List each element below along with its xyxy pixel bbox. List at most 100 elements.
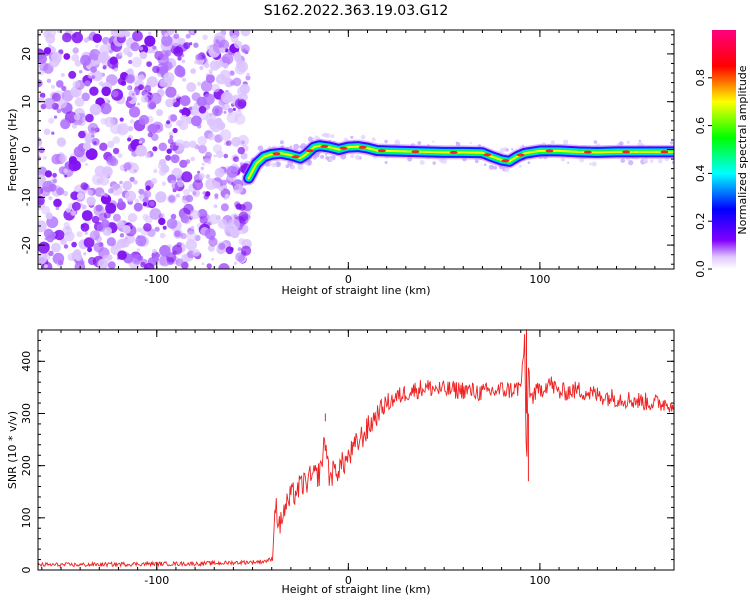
noise-blob [110, 30, 120, 37]
noise-blob [219, 129, 232, 141]
noise-blob [140, 95, 149, 103]
colorbar-tick-label: 0.4 [694, 165, 707, 183]
noise-blob [201, 262, 205, 266]
track-halo [350, 153, 355, 159]
noise-blob [240, 30, 251, 37]
noise-blob [106, 229, 112, 235]
noise-blob [65, 207, 71, 213]
colorbar-tick-label: 0.8 [694, 69, 707, 87]
noise-blob [38, 79, 43, 88]
noise-blob [38, 152, 41, 157]
noise-blob [208, 214, 220, 225]
spectrogram-ylabel: Frequency (Hz) [6, 109, 19, 192]
noise-blob [84, 162, 89, 167]
noise-blob [185, 239, 197, 251]
noise-blob [144, 215, 153, 224]
track-halo [650, 159, 654, 163]
track-halo [417, 141, 422, 145]
track-halo [384, 139, 388, 144]
noise-blob [58, 154, 68, 163]
noise-blob [126, 96, 132, 102]
y-tick-label: 200 [20, 455, 33, 476]
noise-blob [159, 158, 167, 167]
noise-blob [129, 106, 141, 118]
figure-title: S162.2022.363.19.03.G12 [264, 3, 449, 19]
noise-blob [193, 42, 199, 48]
track-peak [339, 146, 348, 150]
noise-blob [73, 113, 81, 121]
track-halo [291, 165, 296, 169]
noise-blob [63, 168, 68, 174]
noise-blob [38, 31, 42, 37]
track-halo [394, 139, 401, 146]
noise-blob [183, 188, 190, 196]
noise-blob [54, 229, 65, 241]
noise-blob [52, 178, 57, 184]
track-peak [272, 152, 281, 156]
noise-blob [202, 191, 206, 195]
noise-blob [223, 153, 229, 159]
track-halo [628, 160, 634, 166]
noise-blob [192, 191, 197, 196]
noise-blob [232, 107, 236, 111]
noise-blob [198, 173, 205, 180]
track-peak [320, 144, 329, 148]
noise-blob [237, 247, 242, 252]
track-halo [483, 163, 487, 166]
noise-blob [58, 260, 64, 266]
y-tick-label: 20 [20, 47, 33, 61]
noise-blob [130, 252, 134, 256]
noise-blob [63, 53, 71, 60]
noise-blob [194, 60, 198, 65]
noise-blob [71, 31, 84, 44]
noise-blob [181, 107, 191, 118]
noise-blob [112, 213, 121, 222]
colorbar-tick-label: 0.2 [694, 212, 707, 230]
noise-blob [233, 261, 238, 265]
track-halo [510, 148, 514, 151]
noise-blob [117, 153, 123, 159]
track-halo [293, 143, 300, 150]
track-halo [500, 147, 506, 153]
noise-blob [229, 80, 236, 86]
track-halo [504, 167, 510, 173]
noise-blob [185, 33, 191, 39]
noise-blob [203, 194, 209, 200]
noise-blob [76, 231, 83, 238]
noise-blob [238, 238, 245, 245]
noise-blob [43, 264, 48, 269]
noise-blob [52, 172, 57, 178]
noise-blob [152, 45, 157, 50]
x-tick-label: 0 [345, 574, 352, 587]
noise-blob [70, 191, 80, 201]
noise-blob [53, 115, 58, 119]
noise-blob [56, 80, 64, 88]
noise-blob [45, 212, 53, 220]
track-halo [619, 141, 624, 146]
noise-blob [63, 221, 70, 229]
snr-frame [37, 329, 675, 571]
y-tick-label: 10 [20, 95, 33, 109]
noise-blob [152, 65, 160, 74]
noise-blob [197, 170, 201, 174]
noise-blob [207, 133, 216, 141]
noise-blob [117, 250, 127, 260]
noise-blob [182, 77, 187, 82]
track-halo [384, 161, 388, 164]
track-halo [371, 137, 376, 142]
noise-blob [139, 46, 144, 51]
track-peak [358, 145, 367, 149]
snr-ylabel: SNR (10 * v/v) [6, 411, 19, 489]
noise-blob [172, 127, 178, 134]
noise-blob [152, 256, 159, 263]
noise-blob [48, 196, 53, 201]
track-halo [589, 162, 593, 166]
noise-blob [83, 142, 91, 151]
noise-blob [165, 154, 172, 161]
noise-blob [199, 66, 204, 70]
track-halo [276, 162, 280, 166]
noise-blob [200, 80, 213, 92]
noise-blob [242, 48, 247, 53]
noise-blob [137, 74, 145, 82]
